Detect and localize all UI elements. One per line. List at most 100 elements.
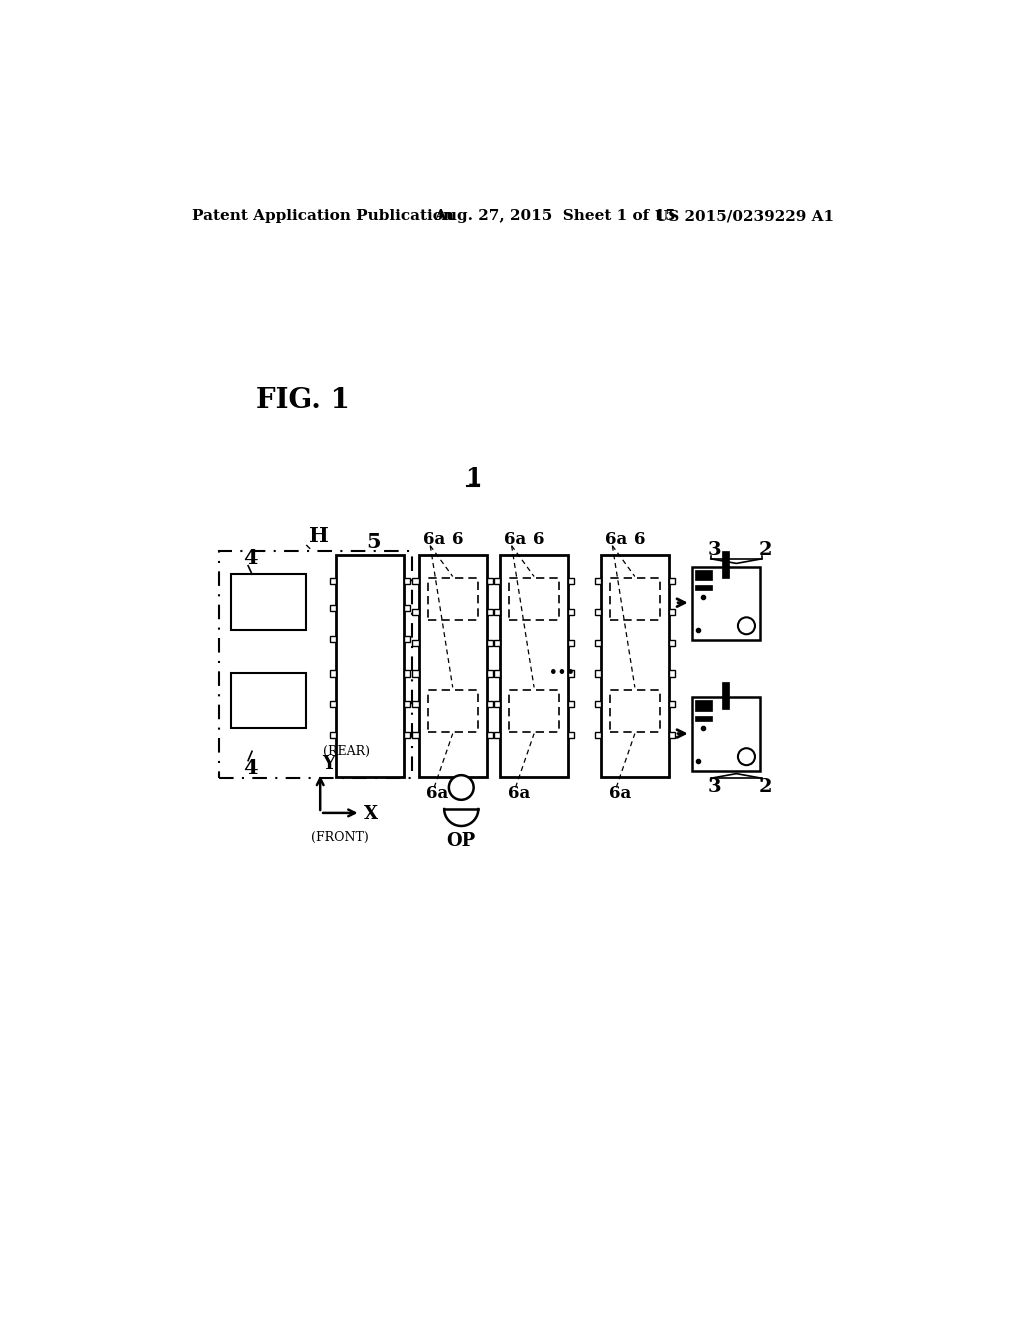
Bar	[330, 605, 336, 611]
Bar	[330, 578, 336, 585]
Bar	[330, 636, 336, 642]
Bar	[428, 578, 477, 620]
Circle shape	[738, 748, 755, 766]
Bar	[568, 733, 574, 738]
Bar	[595, 609, 601, 615]
Bar	[330, 701, 336, 708]
Text: (FRONT): (FRONT)	[311, 832, 369, 843]
Bar	[695, 701, 713, 711]
Text: (REAR): (REAR)	[323, 744, 370, 758]
Bar	[486, 578, 493, 585]
Text: Patent Application Publication: Patent Application Publication	[191, 209, 454, 223]
Text: 2: 2	[759, 541, 772, 558]
Bar	[610, 689, 659, 733]
Bar	[669, 701, 675, 708]
Bar	[669, 609, 675, 615]
Text: 6a: 6a	[426, 785, 449, 803]
Bar	[494, 701, 500, 708]
Text: 6a: 6a	[608, 785, 631, 803]
Bar	[595, 701, 601, 708]
Bar	[695, 570, 713, 581]
Bar	[403, 671, 410, 677]
Text: 3: 3	[708, 779, 721, 796]
Bar	[413, 609, 419, 615]
Text: 3: 3	[708, 541, 721, 558]
Text: ...: ...	[549, 655, 574, 678]
Bar	[494, 671, 500, 677]
Text: FIG. 1: FIG. 1	[256, 388, 350, 414]
Bar	[336, 554, 403, 776]
Bar	[219, 552, 412, 779]
Text: 6: 6	[634, 531, 645, 548]
Bar	[486, 609, 493, 615]
Bar	[509, 578, 559, 620]
Bar	[486, 671, 493, 677]
Bar	[692, 566, 761, 640]
Bar	[486, 640, 493, 645]
Text: Aug. 27, 2015  Sheet 1 of 15: Aug. 27, 2015 Sheet 1 of 15	[434, 209, 676, 223]
Bar	[494, 640, 500, 645]
Text: H: H	[308, 525, 329, 545]
Text: 6a: 6a	[604, 531, 627, 548]
Bar	[500, 554, 568, 776]
Bar	[568, 578, 574, 585]
Text: 6a: 6a	[508, 785, 530, 803]
Bar	[568, 640, 574, 645]
Text: 6: 6	[452, 531, 464, 548]
Bar	[692, 697, 761, 771]
Text: 2: 2	[759, 779, 772, 796]
Bar	[413, 671, 419, 677]
Bar	[669, 578, 675, 585]
Bar	[722, 682, 729, 709]
Circle shape	[738, 618, 755, 635]
Text: 6a: 6a	[504, 531, 526, 548]
Text: 1: 1	[465, 466, 481, 490]
Text: OP: OP	[446, 833, 476, 850]
Bar	[669, 640, 675, 645]
Bar	[413, 578, 419, 585]
Bar	[428, 689, 477, 733]
Bar	[486, 733, 493, 738]
Bar	[695, 585, 713, 590]
Bar	[403, 578, 410, 585]
Bar	[595, 578, 601, 585]
Bar	[403, 605, 410, 611]
Bar	[231, 574, 306, 630]
Bar	[509, 689, 559, 733]
Bar	[403, 701, 410, 708]
Bar	[494, 609, 500, 615]
Bar	[330, 733, 336, 738]
Bar	[595, 671, 601, 677]
Bar	[722, 552, 729, 578]
Bar	[695, 715, 713, 721]
Bar	[669, 733, 675, 738]
Bar	[419, 554, 486, 776]
Text: 4: 4	[243, 758, 257, 779]
Bar	[568, 671, 574, 677]
Bar	[568, 701, 574, 708]
Bar	[669, 671, 675, 677]
Bar	[595, 640, 601, 645]
Bar	[601, 554, 669, 776]
Text: 5: 5	[366, 532, 381, 552]
Bar	[494, 733, 500, 738]
Bar	[413, 701, 419, 708]
Bar	[413, 640, 419, 645]
Bar	[494, 578, 500, 585]
Bar	[610, 578, 659, 620]
Bar	[568, 609, 574, 615]
Text: 4: 4	[243, 548, 257, 568]
Bar	[486, 701, 493, 708]
Text: 6a: 6a	[423, 531, 444, 548]
Bar	[330, 671, 336, 677]
Bar	[403, 733, 410, 738]
Bar	[231, 673, 306, 729]
Text: X: X	[365, 805, 379, 824]
Text: 6: 6	[534, 531, 545, 548]
Bar	[595, 733, 601, 738]
Circle shape	[449, 775, 474, 800]
Bar	[413, 733, 419, 738]
Text: US 2015/0239229 A1: US 2015/0239229 A1	[655, 209, 835, 223]
Bar	[403, 636, 410, 642]
Text: Y: Y	[323, 755, 336, 772]
